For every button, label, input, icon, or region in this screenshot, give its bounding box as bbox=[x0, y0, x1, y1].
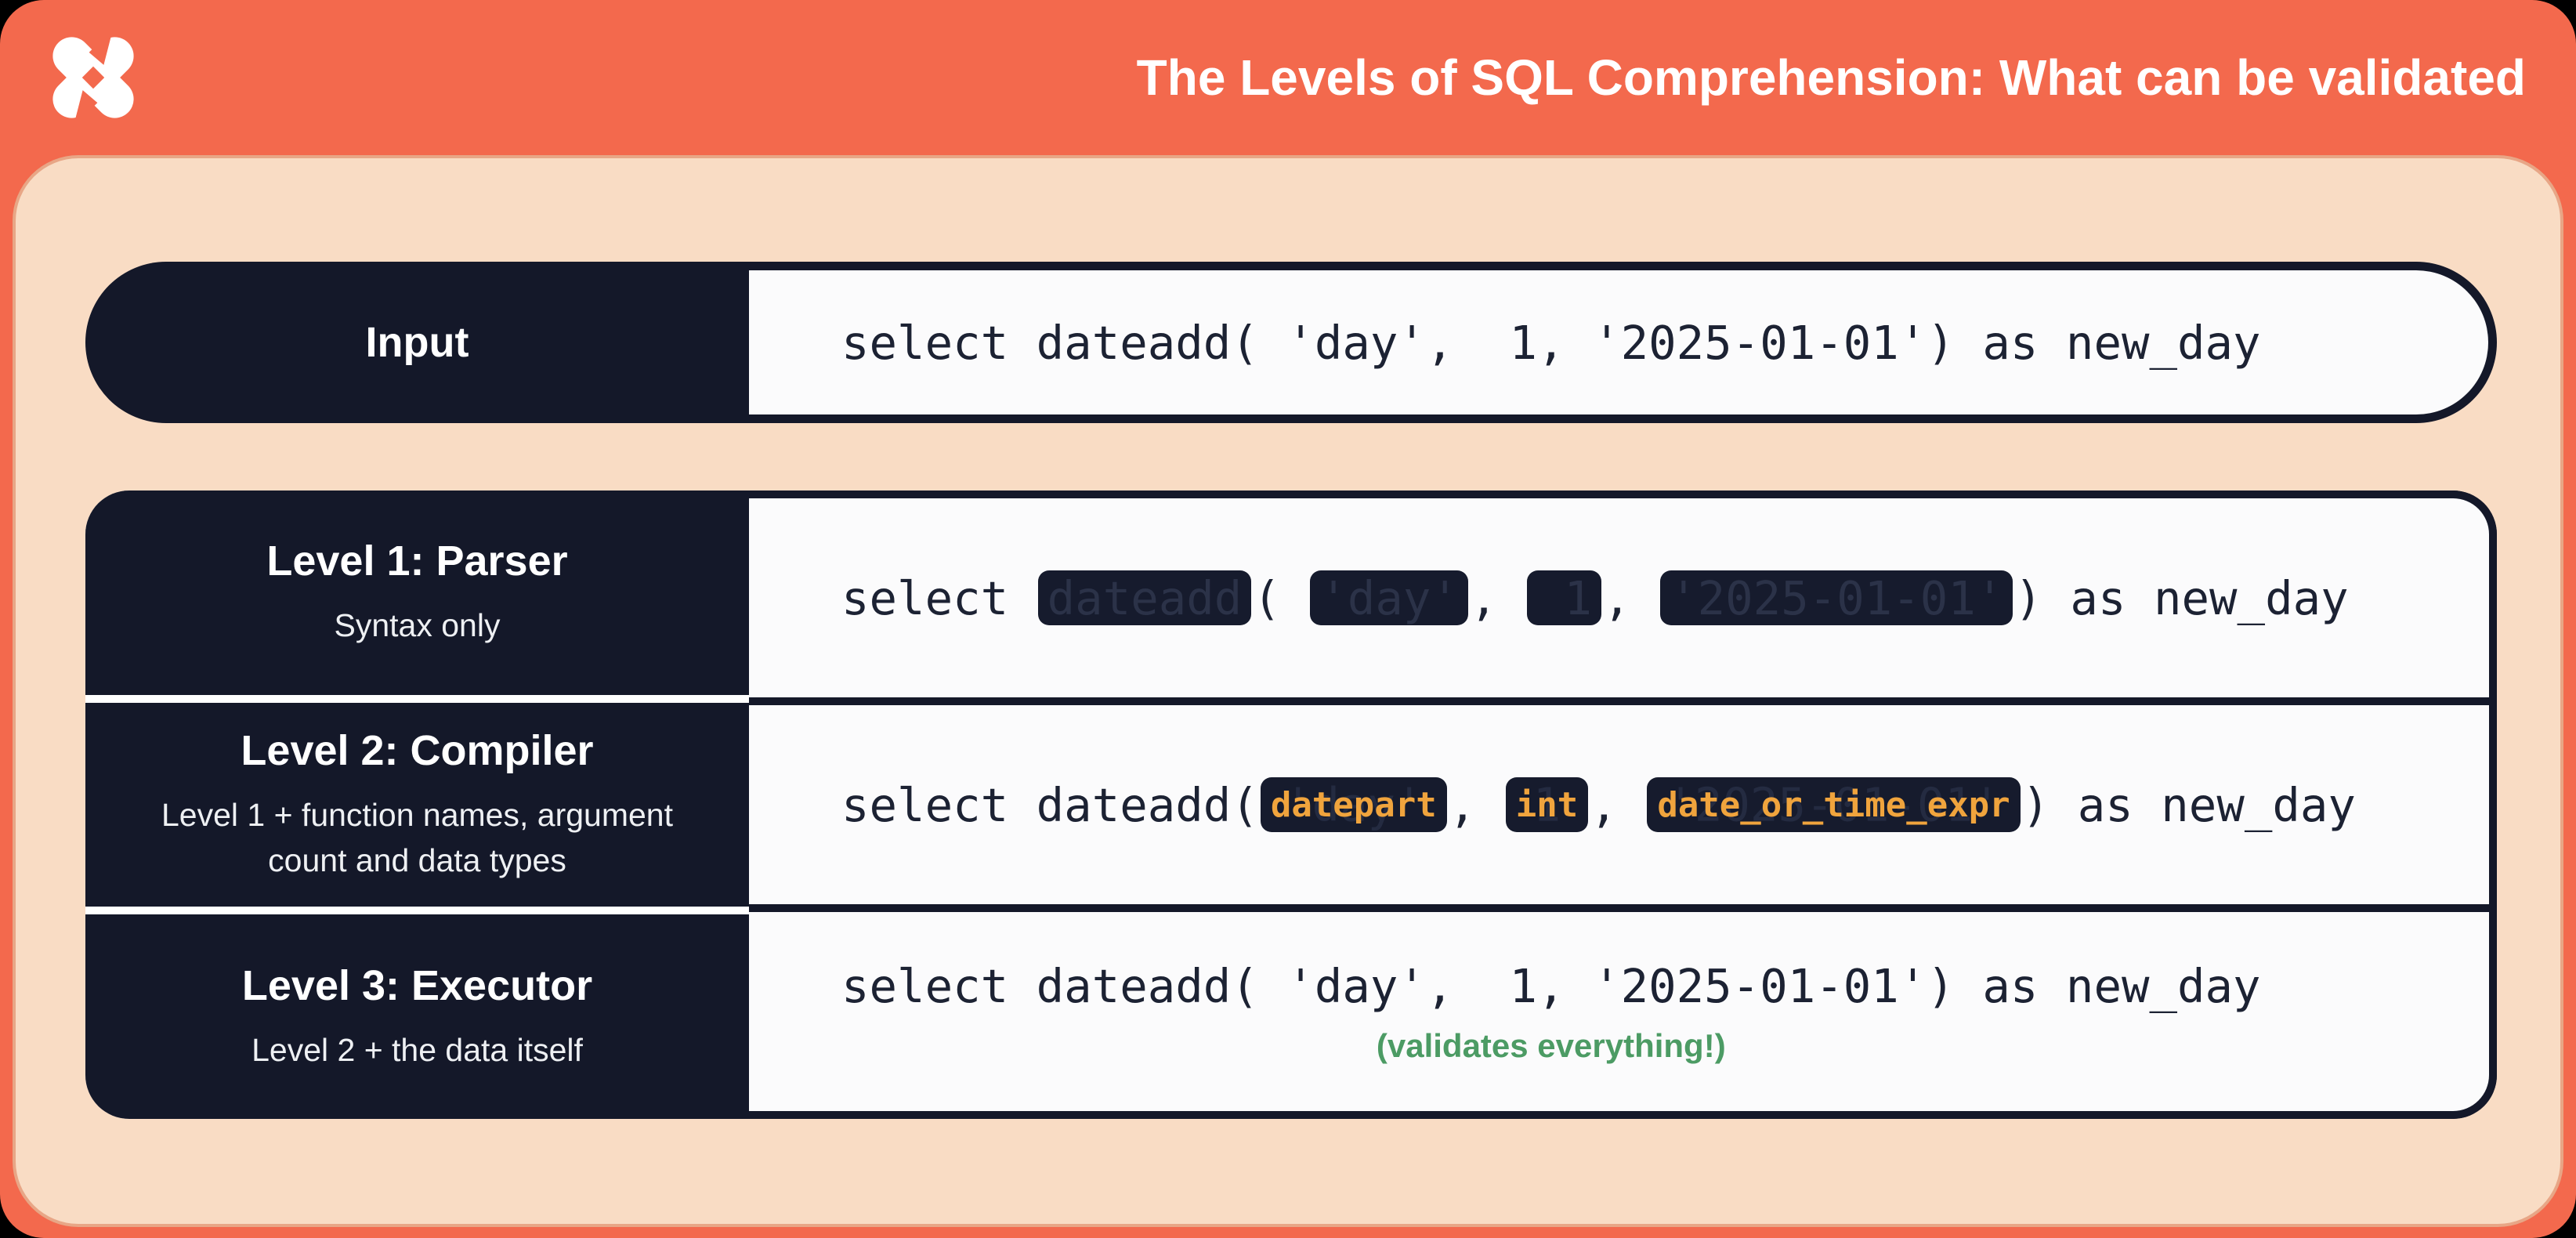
code-text: , bbox=[1590, 777, 1646, 832]
level3-sql-code: select dateadd( 'day', 1, '2025-01-01') … bbox=[841, 959, 2261, 1013]
code-text: ) as new_day bbox=[2021, 777, 2356, 832]
input-sql-code: select dateadd( 'day', 1, '2025-01-01') … bbox=[841, 315, 2261, 370]
ghost-code-text: '2025-01-01' bbox=[1666, 777, 2001, 832]
ghost-code-text: 1 bbox=[1532, 777, 1561, 832]
level3-code-wrap: select dateadd( 'day', 1, '2025-01-01') … bbox=[841, 959, 2261, 1065]
redacted-token-box: 1 bbox=[1527, 570, 1602, 625]
code-text: ( bbox=[1253, 570, 1309, 625]
input-label-panel: Input bbox=[85, 262, 749, 423]
logo-diamond-hole bbox=[81, 66, 105, 89]
level3-label-panel: Level 3: Executor Level 2 + the data its… bbox=[85, 914, 749, 1119]
levels-content-column: select dateadd( 'day', 1, '2025-01-01') … bbox=[749, 490, 2497, 1119]
code-text: select bbox=[841, 570, 1037, 625]
redacted-token-box: 'day' bbox=[1310, 570, 1468, 625]
input-label: Input bbox=[365, 319, 469, 366]
level2-code-panel: select dateadd('day' datepart, 1 int, '202… bbox=[749, 705, 2489, 904]
level1-code-panel: select dateadd( 'day', 1, '2025-01-01') … bbox=[749, 498, 2489, 697]
level1-subtitle: Syntax only bbox=[334, 607, 501, 644]
redacted-token-box: '2025-01-01' bbox=[1660, 570, 2013, 625]
level1-sql-code: select dateadd( 'day', 1, '2025-01-01') … bbox=[841, 570, 2349, 625]
type-token-label: datepart bbox=[1270, 784, 1437, 825]
level2-subtitle: Level 1 + function names, argument count… bbox=[161, 796, 673, 878]
redacted-token-box: dateadd bbox=[1037, 570, 1252, 625]
dbt-logo-icon bbox=[52, 28, 134, 127]
level1-title: Level 1: Parser bbox=[266, 538, 568, 585]
levels-label-column: Level 1: Parser Syntax only Level 2: Com… bbox=[85, 490, 749, 1119]
code-text: select dateadd( 'day', 1, '2025-01-01') … bbox=[841, 958, 2261, 1013]
code-text: ) as new_day bbox=[2014, 570, 2349, 625]
type-token-box: 'day' datepart bbox=[1260, 777, 1447, 832]
level3-title: Level 3: Executor bbox=[241, 961, 593, 1009]
type-token-box: 1 int bbox=[1505, 777, 1589, 832]
logo-notch-bottom bbox=[73, 90, 98, 127]
level3-code-panel: select dateadd( 'day', 1, '2025-01-01') … bbox=[749, 912, 2489, 1111]
level2-label-panel: Level 2: Compiler Level 1 + function nam… bbox=[85, 702, 749, 907]
header-bar: The Levels of SQL Comprehension: What ca… bbox=[0, 0, 2576, 155]
input-code-panel: select dateadd( 'day', 1, '2025-01-01') … bbox=[749, 270, 2488, 414]
level3-subtitle: Level 2 + the data itself bbox=[251, 1031, 583, 1068]
levels-table: Level 1: Parser Syntax only Level 2: Com… bbox=[85, 490, 2497, 1119]
level1-label-panel: Level 1: Parser Syntax only bbox=[85, 490, 749, 695]
code-text: , bbox=[1448, 777, 1504, 832]
validates-note: (validates everything!) bbox=[1376, 1026, 1726, 1064]
level2-title: Level 2: Compiler bbox=[241, 726, 594, 774]
content-board: Input select dateadd( 'day', 1, '2025-01… bbox=[13, 155, 2563, 1227]
level1-code-wrap: select dateadd( 'day', 1, '2025-01-01') … bbox=[841, 570, 2349, 625]
code-text: , bbox=[1603, 570, 1659, 625]
ghost-code-text: 'day' bbox=[1283, 777, 1424, 832]
type-token-label: int bbox=[1515, 784, 1579, 825]
page-title: The Levels of SQL Comprehension: What ca… bbox=[1136, 49, 2526, 106]
level2-sql-code: select dateadd('day' datepart, 1 int, '202… bbox=[841, 777, 2356, 832]
type-token-box: '2025-01-01' date_or_time_expr bbox=[1647, 777, 2021, 832]
input-row: Input select dateadd( 'day', 1, '2025-01… bbox=[85, 262, 2497, 423]
logo-notch-top bbox=[89, 28, 114, 65]
level2-code-wrap: select dateadd('day' datepart, 1 int, '202… bbox=[841, 777, 2356, 832]
code-text: , bbox=[1469, 570, 1526, 625]
type-token-label: date_or_time_expr bbox=[1657, 784, 2010, 825]
code-text: select dateadd( bbox=[841, 777, 1259, 832]
